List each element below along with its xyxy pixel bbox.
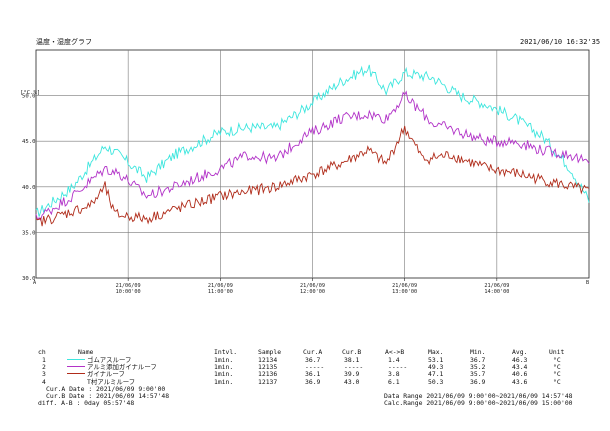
table-cell-sample: 12137 bbox=[258, 377, 278, 386]
table-cell-min: 35.2 bbox=[470, 362, 486, 371]
table-cell-ch: 3 bbox=[42, 370, 46, 379]
data-range: Data Range 2021/06/09 9:00'00~2021/06/09… bbox=[384, 392, 573, 400]
series-line-ch1 bbox=[35, 64, 590, 217]
table-cell-ch: 1 bbox=[42, 355, 46, 364]
series-name: ゴムアスルーフ bbox=[87, 355, 132, 364]
table-cell-sample: 12134 bbox=[258, 355, 278, 364]
col-header-name: Name bbox=[78, 348, 94, 356]
table-cell-min: 36.7 bbox=[470, 355, 486, 364]
x-tick-date: 21/06/09 bbox=[484, 283, 509, 289]
table-cell-avg: 46.3 bbox=[512, 355, 528, 364]
table-cell-ch: 4 bbox=[42, 377, 46, 386]
table-cell-unit: °C bbox=[553, 362, 561, 371]
x-tick-time: 14:00'00 bbox=[484, 289, 509, 295]
x-tick-date: 21/06/09 bbox=[392, 283, 417, 289]
print-datetime: 2021/06/10 16:32'35 bbox=[520, 38, 601, 46]
table-cell-max: 53.1 bbox=[428, 355, 444, 364]
series-swatch-ch3 bbox=[67, 373, 85, 375]
table-cell-max: 50.3 bbox=[428, 377, 444, 386]
col-header-unit: Unit bbox=[549, 348, 565, 356]
table-cell-sample: 12135 bbox=[258, 362, 278, 371]
y-tick-label: 50.0 bbox=[22, 94, 35, 100]
table-cell-a-b: 6.1 bbox=[388, 377, 400, 386]
cursor-a-marker: A bbox=[33, 280, 37, 286]
table-row-2-name: アルミ添加ガイナルーフ bbox=[65, 362, 157, 371]
series-name: アルミ添加ガイナルーフ bbox=[87, 362, 157, 371]
col-header-ch: ch bbox=[38, 348, 46, 356]
table-cell-intvl: 1min. bbox=[214, 355, 234, 364]
col-header-cur-a: Cur.A bbox=[303, 348, 323, 356]
col-header-min: Min. bbox=[470, 348, 486, 356]
series-line-ch2 bbox=[35, 90, 590, 222]
y-axis-label: [°C.%] bbox=[20, 90, 40, 96]
table-cell-cur-a: 36.9 bbox=[305, 377, 321, 386]
series-name: ガイナルーフ bbox=[87, 370, 125, 379]
table-cell-unit: °C bbox=[553, 377, 561, 386]
x-tick-date: 21/06/09 bbox=[208, 283, 233, 289]
table-cell-min: 35.7 bbox=[470, 370, 486, 379]
col-header-a-b: A<->B bbox=[385, 348, 405, 356]
y-tick-label: 40.0 bbox=[22, 185, 35, 191]
y-tick-label: 30.0 bbox=[22, 276, 35, 282]
series-swatch-ch1 bbox=[67, 358, 85, 360]
cursor-diff: diff. A-B : 0day 05:57'48 bbox=[38, 399, 135, 407]
table-cell-avg: 40.6 bbox=[512, 370, 528, 379]
table-cell-a-b: 3.8 bbox=[388, 370, 400, 379]
table-row-3-name: ガイナルーフ bbox=[65, 371, 125, 378]
table-cell-a-b: ----- bbox=[388, 362, 408, 371]
series-swatch-ch4 bbox=[67, 381, 85, 382]
table-cell-cur-b: 43.0 bbox=[344, 377, 360, 386]
table-cell-min: 36.9 bbox=[470, 377, 486, 386]
x-tick-date: 21/06/09 bbox=[300, 283, 325, 289]
col-header-intvl: Intvl. bbox=[214, 348, 238, 356]
table-cell-sample: 12136 bbox=[258, 370, 278, 379]
table-cell-max: 49.3 bbox=[428, 362, 444, 371]
col-header-avg: Avg. bbox=[512, 348, 528, 356]
table-cell-unit: °C bbox=[553, 370, 561, 379]
table-row-1-name: ゴムアスルーフ bbox=[65, 355, 132, 364]
table-cell-cur-a: ----- bbox=[305, 362, 325, 371]
table-cell-cur-a: 36.7 bbox=[305, 355, 321, 364]
x-tick-time: 13:00'00 bbox=[392, 289, 417, 295]
series-swatch-ch2 bbox=[67, 365, 85, 367]
x-tick-time: 10:00'00 bbox=[116, 289, 141, 295]
col-header-sample: Sample bbox=[258, 348, 282, 356]
table-cell-ch: 2 bbox=[42, 362, 46, 371]
table-row-4-name: T村アルミルーフ bbox=[65, 377, 136, 386]
table-cell-intvl: 1min. bbox=[214, 370, 234, 379]
cursor-b-marker: B bbox=[586, 280, 589, 286]
x-tick-date: 21/06/09 bbox=[116, 283, 141, 289]
table-cell-unit: °C bbox=[553, 355, 561, 364]
series-name: T村アルミルーフ bbox=[87, 377, 136, 386]
chart-window-title: 温度・湿度グラフ bbox=[36, 38, 92, 46]
table-cell-cur-a: 36.1 bbox=[305, 370, 321, 379]
table-cell-intvl: 1min. bbox=[214, 362, 234, 371]
table-cell-cur-b: 39.9 bbox=[344, 370, 360, 379]
col-header-cur-b: Cur.B bbox=[342, 348, 362, 356]
table-cell-cur-b: ----- bbox=[344, 362, 364, 371]
col-header-max: Max. bbox=[428, 348, 444, 356]
x-tick-time: 11:00'00 bbox=[208, 289, 233, 295]
y-tick-label: 45.0 bbox=[22, 139, 35, 145]
x-tick-time: 12:00'00 bbox=[300, 289, 325, 295]
table-cell-intvl: 1min. bbox=[214, 377, 234, 386]
table-cell-cur-b: 38.1 bbox=[344, 355, 360, 364]
calc-range: Calc.Range 2021/06/09 9:00'00~2021/06/09… bbox=[384, 399, 573, 407]
table-cell-max: 47.1 bbox=[428, 370, 444, 379]
table-cell-avg: 43.4 bbox=[512, 362, 528, 371]
cursor-b-date: Cur.B Date : 2021/06/09 14:57'48 bbox=[46, 392, 170, 400]
series-line-ch3 bbox=[35, 125, 590, 227]
y-tick-label: 35.0 bbox=[22, 230, 35, 236]
table-cell-avg: 43.6 bbox=[512, 377, 528, 386]
cursor-a-date: Cur.A Date : 2021/06/09 9:00'00 bbox=[46, 385, 166, 393]
table-cell-a-b: 1.4 bbox=[388, 355, 400, 364]
